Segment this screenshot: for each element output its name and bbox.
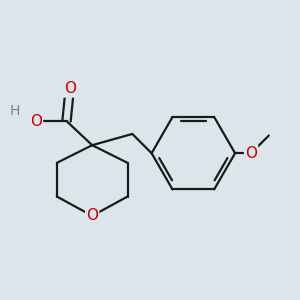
Text: O: O [86, 208, 98, 223]
Text: O: O [30, 114, 42, 129]
Text: O: O [245, 146, 257, 161]
Text: O: O [64, 82, 76, 97]
Text: H: H [10, 104, 20, 118]
